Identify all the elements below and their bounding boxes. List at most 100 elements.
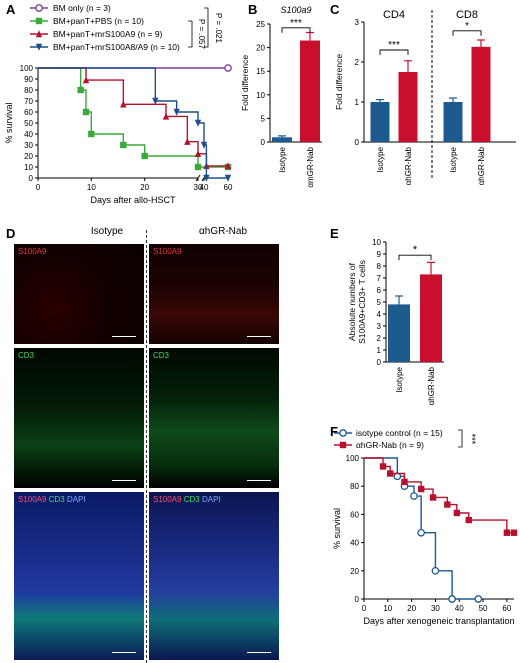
- bar: [471, 46, 491, 142]
- group-label: CD4: [383, 9, 405, 21]
- y-tick-label: 40: [24, 130, 33, 139]
- survival-curve: [38, 67, 228, 168]
- micro-isotype-s100a9: S100A9: [14, 244, 144, 344]
- micro-label-merge: S100A9 CD3 DAPI: [18, 495, 86, 504]
- y-axis-label: Fold difference: [334, 54, 344, 110]
- micro-isotype-cd3: CD3: [14, 348, 144, 488]
- y-axis-label-line: S100A9+CD3+ T cells: [357, 260, 367, 344]
- micro-label-s100a9: S100A9: [18, 247, 47, 256]
- significance-label: *: [413, 244, 418, 256]
- significance-bracket: [379, 49, 409, 55]
- x-tick-label: 20: [407, 604, 416, 613]
- y-axis-label-line: Absolute numbers of: [347, 262, 357, 341]
- y-tick-label: 4: [377, 310, 382, 319]
- micro-column-header-isotype: Isotype: [90, 226, 124, 237]
- data-point: [503, 529, 511, 536]
- data-point: [417, 485, 425, 493]
- y-axis-label: % survival: [332, 508, 342, 549]
- x-tick-label: Isotype: [376, 146, 385, 172]
- scale-bar: [112, 479, 136, 481]
- bar: [388, 304, 410, 362]
- y-tick-label: 10: [24, 163, 33, 172]
- y-tick-label: 90: [24, 75, 33, 84]
- x-tick-label: 0: [36, 183, 41, 192]
- data-point: [224, 162, 232, 170]
- legend-label: isotype control (n = 15): [356, 428, 443, 438]
- survival-curve: [38, 67, 228, 179]
- chart-b-bar: 0 5 10 15 20 25 Isotype αmGR-Nab Fold difference…: [240, 5, 322, 188]
- micro-ahgr-cd3: CD3: [149, 348, 279, 488]
- data-point: [194, 150, 202, 157]
- p-value-label: P = .057: [197, 19, 206, 49]
- y-tick-label: 3: [377, 322, 382, 331]
- data-point: [184, 138, 191, 145]
- bar: [398, 72, 418, 142]
- micro-column-header-ahgr: αhGR-Nab: [198, 226, 248, 237]
- data-point: [224, 174, 232, 182]
- scale-bar: [247, 651, 271, 653]
- y-tick-label: 0: [261, 138, 266, 147]
- y-tick-label: 1: [355, 98, 360, 107]
- legend-label: BM+panT+mrS100A8/A9 (n = 10): [53, 42, 180, 52]
- y-tick-label: 80: [24, 86, 33, 95]
- significance-bracket: [398, 254, 432, 261]
- legend-label: BM+panT+PBS (n = 10): [53, 16, 144, 26]
- data-point: [224, 64, 232, 72]
- x-tick-label: αhGR-Nab: [427, 366, 436, 405]
- data-point: [379, 463, 387, 470]
- bar: [370, 102, 390, 142]
- y-tick-label: 3: [355, 18, 360, 27]
- y-tick-label: 0: [377, 358, 382, 367]
- significance-label: ***: [290, 18, 302, 29]
- data-point: [82, 76, 90, 84]
- scale-bar: [247, 479, 271, 481]
- scale-bar: [112, 651, 136, 653]
- legend-label: αhGR-Nab (n = 9): [356, 440, 424, 450]
- significance-bracket: [204, 7, 209, 48]
- y-tick-label: 70: [24, 97, 33, 106]
- data-point: [77, 86, 84, 94]
- x-tick-label: 40: [200, 183, 209, 192]
- scale-bar: [247, 335, 271, 337]
- y-tick-label: 60: [350, 510, 359, 519]
- y-tick-label: 10: [256, 91, 265, 100]
- y-tick-label: 8: [377, 262, 382, 271]
- legend-marker: [35, 43, 43, 51]
- y-axis-label: Absolute numbers ofS100A9+CD3+ T cells: [347, 260, 367, 344]
- y-axis-label: Fold difference: [240, 55, 250, 111]
- x-tick-label: αmGR-Nab: [306, 146, 315, 187]
- x-tick-label: Isotype: [449, 146, 458, 172]
- data-point: [510, 529, 518, 536]
- x-tick-label: 0: [362, 604, 367, 613]
- data-point: [444, 501, 451, 508]
- data-point: [465, 516, 472, 524]
- y-tick-label: 20: [350, 567, 359, 576]
- significance-bracket: [188, 20, 193, 48]
- p-value-label: P = .021: [214, 13, 223, 43]
- legend-marker: [339, 441, 347, 449]
- data-point: [448, 595, 456, 603]
- y-tick-label: 20: [256, 44, 265, 53]
- data-point: [120, 141, 127, 149]
- significance-bracket: [281, 27, 311, 33]
- micro-label-cd3: CD3: [153, 351, 170, 360]
- y-tick-label: 25: [256, 20, 265, 29]
- data-point: [431, 566, 440, 575]
- y-tick-label: 50: [24, 119, 33, 128]
- significance-bracket: [458, 429, 463, 448]
- y-tick-label: 5: [377, 298, 382, 307]
- survival-curve: [38, 67, 228, 167]
- data-point: [194, 119, 202, 127]
- y-tick-label: 0: [355, 595, 360, 604]
- y-tick-label: 0: [355, 138, 360, 147]
- data-point: [162, 112, 170, 120]
- x-tick-label: 60: [502, 604, 511, 613]
- chart-title: S100a9: [280, 5, 311, 15]
- y-tick-label: 1: [377, 346, 382, 355]
- bar: [272, 137, 292, 142]
- chart-c-bar: 0 1 2 3 Isotype αhGR-Nab Isotype αhGR-Nab Fold d…: [334, 9, 516, 185]
- micro-label-cd3: CD3: [18, 351, 35, 360]
- micro-ahgr-merge: S100A9 CD3 DAPI: [149, 492, 279, 660]
- y-tick-label: 9: [377, 250, 382, 259]
